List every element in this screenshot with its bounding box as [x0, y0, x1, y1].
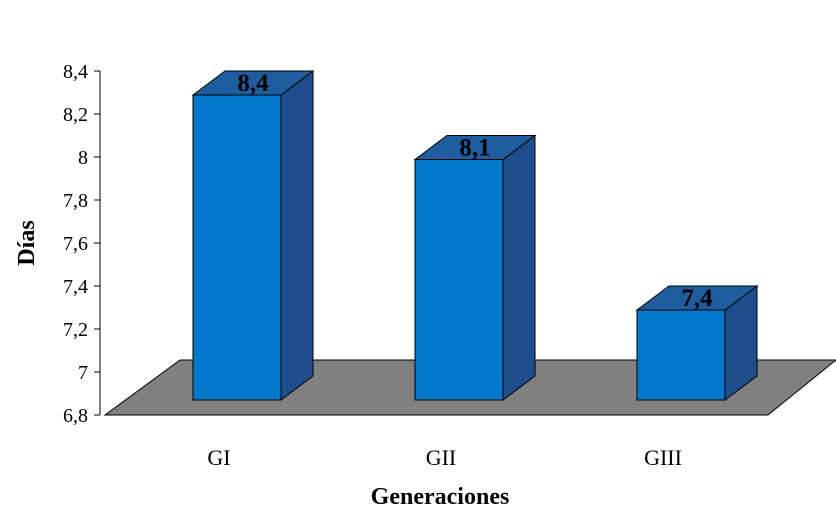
y-tick-label: 7,6	[63, 233, 88, 255]
data-label: 8,1	[459, 135, 490, 162]
bar	[635, 285, 759, 401]
y-tick-label: 7,4	[63, 276, 88, 298]
bar-front	[636, 309, 726, 401]
data-labels-group: 8,4 8,1 7,4	[237, 70, 713, 312]
bar-front	[414, 159, 504, 401]
bars-group	[191, 70, 759, 401]
y-axis: 6,8 7 7,2 7,4 7,6 7,8 8 8,2 8,4	[63, 61, 101, 427]
bar-side	[280, 70, 314, 401]
y-tick-label: 7,2	[63, 319, 88, 341]
x-tick-label: GIII	[644, 445, 682, 470]
y-axis-title: Días	[14, 220, 40, 265]
y-tick-label: 8,2	[63, 104, 88, 126]
bar-front	[192, 94, 282, 401]
x-tick-labels-group: GI GII GIII	[207, 445, 682, 470]
x-axis-title: Generaciones	[371, 484, 510, 510]
y-tick-label: 8,4	[63, 61, 88, 83]
bar	[413, 134, 537, 401]
y-tick-label: 8	[78, 147, 88, 169]
y-tick-label: 7,8	[63, 190, 88, 212]
data-label: 7,4	[681, 285, 713, 312]
y-tick-label: 7	[78, 362, 88, 384]
x-tick-label: GII	[426, 445, 457, 470]
bar	[191, 70, 315, 401]
data-label: 8,4	[237, 70, 269, 97]
y-tick-label: 6,8	[63, 405, 88, 427]
bar-side	[502, 134, 536, 401]
x-tick-label: GI	[207, 445, 230, 470]
